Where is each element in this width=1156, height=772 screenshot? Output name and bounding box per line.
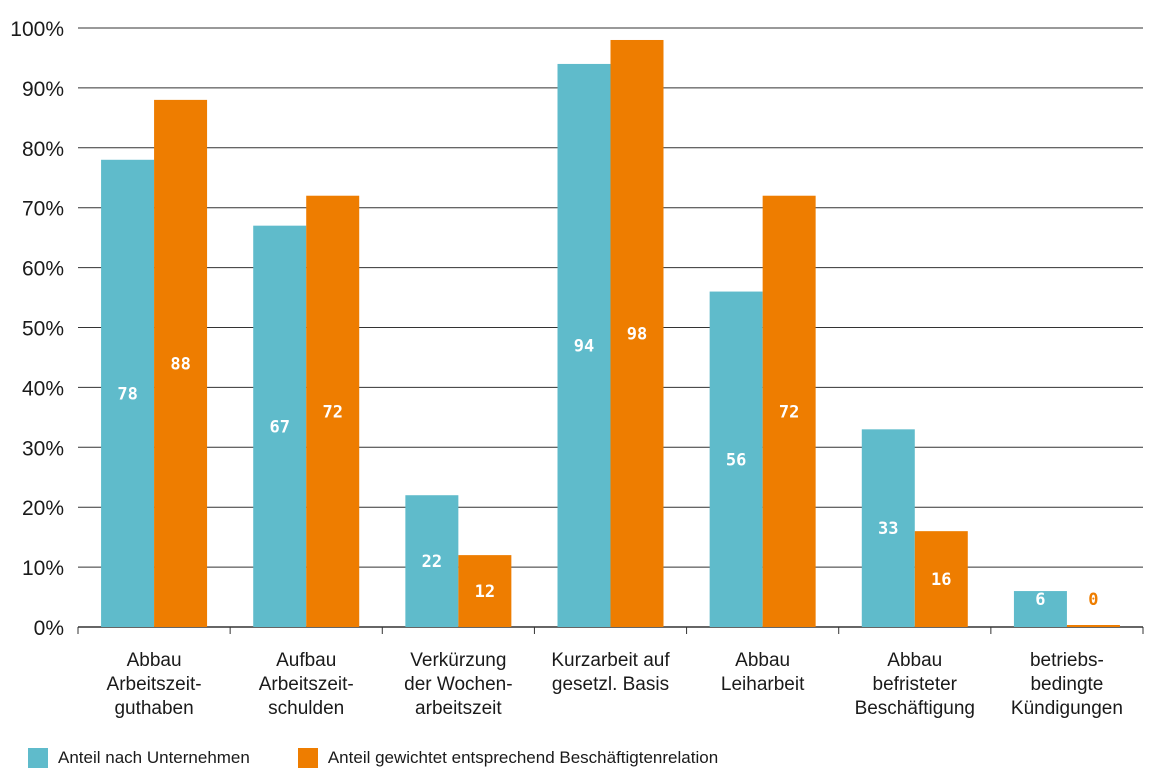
data-label: 0: [1088, 590, 1098, 610]
legend-swatch-series-2: [297, 748, 318, 768]
x-category-label: Arbeitszeit-: [107, 674, 202, 695]
x-category-label: guthaben: [114, 698, 193, 719]
y-tick-label: 80%: [22, 138, 64, 161]
x-category-label: Aufbau: [276, 650, 336, 671]
x-category-label: Beschäftigung: [855, 698, 975, 719]
bar-series-1: [101, 159, 155, 627]
data-label: 22: [422, 552, 442, 572]
x-category-label: bedingte: [1030, 674, 1103, 695]
x-category-label: arbeitszeit: [415, 698, 502, 719]
x-category-label: Kurzarbeit auf: [551, 650, 670, 671]
y-tick-label: 40%: [22, 377, 64, 400]
x-category-label: betriebs-: [1030, 650, 1104, 671]
legend-item-series-1: Anteil nach Unternehmen: [28, 748, 250, 768]
x-category-label: Arbeitszeit-: [259, 674, 354, 695]
bar-series-1: [405, 495, 459, 627]
x-category-label: Leiharbeit: [721, 674, 805, 695]
legend-label-series-2: Anteil gewichtet entsprechend Beschäftig…: [327, 748, 719, 767]
x-category-label: Kündigungen: [1011, 698, 1123, 719]
legend: Anteil nach Unternehmen Anteil gewichtet…: [28, 748, 766, 768]
x-category-label: gesetzl. Basis: [552, 674, 669, 695]
x-category-label: Abbau: [127, 650, 182, 671]
bar-series-2: [914, 531, 968, 627]
bar-chart: 0% 10% 20% 30% 40% 50% 60% 70% 80% 90% 100% 78 88 Abb…: [10, 18, 1144, 719]
bar-series-2: [610, 39, 664, 628]
bar-series-1: [1013, 591, 1067, 627]
data-label: 6: [1035, 590, 1045, 610]
data-label: 16: [931, 570, 951, 590]
bar-series-2: [458, 555, 512, 627]
y-tick-label: 10%: [22, 557, 64, 580]
bar-series-2: [154, 99, 208, 627]
x-category-label: Abbau: [735, 650, 790, 671]
data-label: 78: [117, 384, 137, 404]
bar-series-2: [762, 195, 816, 627]
data-label: 88: [170, 354, 190, 374]
y-tick-label: 0%: [34, 617, 64, 640]
x-category-label: Verkürzung: [410, 650, 506, 671]
y-tick-label: 90%: [22, 78, 64, 101]
legend-item-series-2: Anteil gewichtet entsprechend Beschäftig…: [297, 748, 719, 768]
y-tick-label: 30%: [22, 437, 64, 460]
y-tick-label: 60%: [22, 258, 64, 281]
legend-label-series-1: Anteil nach Unternehmen: [58, 748, 250, 767]
y-tick-label: 100%: [10, 18, 64, 41]
data-label: 72: [322, 402, 342, 422]
legend-swatch-series-1: [28, 748, 48, 768]
x-category-label: der Wochen-: [404, 674, 512, 695]
bar-series-2: [306, 195, 360, 627]
data-label: 12: [475, 582, 495, 602]
y-tick-label: 20%: [22, 497, 64, 520]
data-label: 56: [726, 450, 746, 470]
x-category-label: befristeter: [873, 674, 958, 695]
x-category-label: Abbau: [887, 650, 942, 671]
data-label: 98: [627, 324, 647, 344]
data-label: 72: [779, 402, 799, 422]
bar-series-1: [861, 429, 915, 627]
bar-series-2: [1066, 625, 1120, 627]
x-category-label: schulden: [268, 698, 344, 719]
data-label: 94: [574, 336, 594, 356]
data-label: 33: [878, 519, 898, 539]
bar-series-1: [253, 225, 307, 628]
y-tick-label: 70%: [22, 198, 64, 221]
bar-series-1: [709, 291, 763, 627]
bar-series-1: [557, 63, 611, 627]
y-tick-label: 50%: [22, 318, 64, 341]
data-label: 67: [269, 417, 289, 437]
